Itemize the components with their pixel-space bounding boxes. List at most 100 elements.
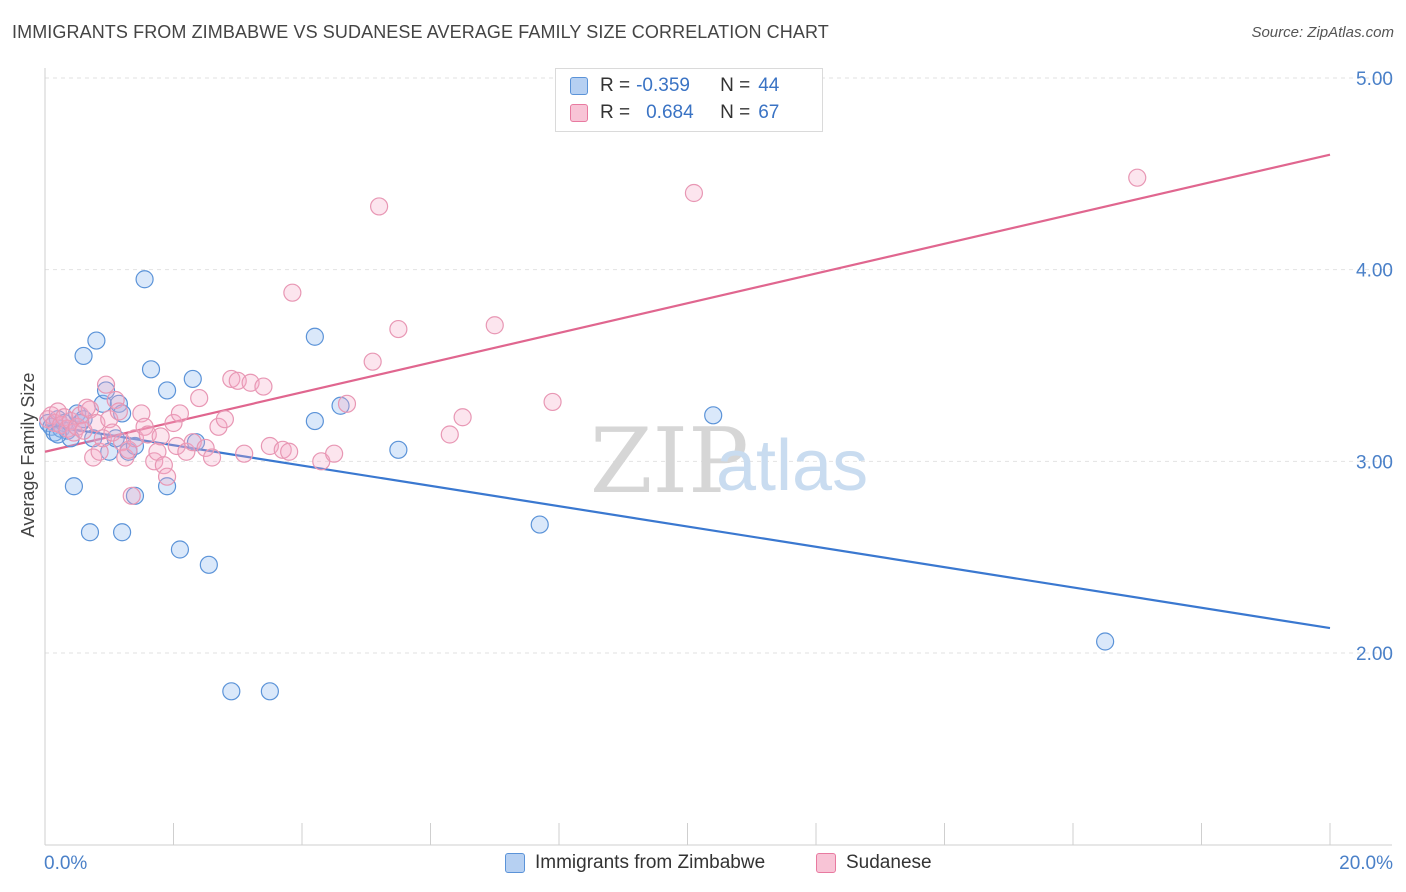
point-sudanese xyxy=(283,283,302,302)
point-zimbabwe xyxy=(260,682,279,701)
watermark-atlas: atlas xyxy=(716,426,868,506)
y-axis-label: Average Family Size xyxy=(18,373,38,538)
point-sudanese xyxy=(103,423,122,442)
point-sudanese xyxy=(93,429,112,448)
point-zimbabwe xyxy=(1096,632,1115,651)
point-zimbabwe xyxy=(157,477,177,496)
gridlines xyxy=(45,77,1392,654)
y-tick-label: 2.00 xyxy=(1356,644,1393,665)
point-sudanese xyxy=(154,456,173,475)
point-sudanese xyxy=(389,319,408,339)
point-zimbabwe xyxy=(199,555,218,574)
point-sudanese xyxy=(684,183,704,203)
point-sudanese xyxy=(440,425,459,444)
point-sudanese xyxy=(170,404,190,423)
point-zimbabwe xyxy=(96,381,116,400)
y-tick-labels: 2.00 3.00 4.00 5.00 xyxy=(1356,69,1393,665)
point-sudanese xyxy=(273,440,292,459)
point-sudanese xyxy=(363,352,382,371)
data-points xyxy=(39,168,1147,701)
legend-r-value-sudanese: 0.684 xyxy=(646,102,694,123)
legend-row-sudanese: R = 0.684 N = 67 xyxy=(570,100,779,126)
point-sudanese xyxy=(543,392,562,412)
legend-n-label: N = xyxy=(720,75,751,96)
legend-swatch-zimbabwe xyxy=(570,77,588,95)
point-sudanese xyxy=(337,394,357,413)
bottom-legend-swatch-sudanese xyxy=(816,853,836,873)
y-tick-label: 4.00 xyxy=(1356,261,1393,282)
legend-r-label: R = xyxy=(600,75,631,96)
point-sudanese xyxy=(157,467,177,486)
point-zimbabwe xyxy=(183,369,202,389)
point-zimbabwe xyxy=(135,270,154,289)
legend-row-zimbabwe: R = -0.359 N = 44 xyxy=(570,73,779,99)
point-zimbabwe xyxy=(389,440,408,459)
point-sudanese xyxy=(222,369,241,389)
legend-r-label: R = xyxy=(600,102,631,123)
point-sudanese xyxy=(164,413,183,433)
point-sudanese xyxy=(1128,168,1147,187)
point-zimbabwe xyxy=(141,360,161,379)
point-sudanese xyxy=(235,444,254,463)
point-zimbabwe xyxy=(48,425,67,444)
point-sudanese xyxy=(96,375,116,394)
y-tick-label: 5.00 xyxy=(1356,69,1393,90)
point-sudanese xyxy=(122,486,141,505)
point-zimbabwe xyxy=(87,331,106,350)
point-sudanese xyxy=(254,377,273,396)
point-sudanese xyxy=(145,452,164,471)
point-zimbabwe xyxy=(704,406,723,425)
legend-swatch-sudanese xyxy=(570,104,588,122)
point-sudanese xyxy=(109,402,128,421)
bottom-legend-label-sudanese: Sudanese xyxy=(846,852,932,873)
legend-r-value-zimbabwe: -0.359 xyxy=(636,75,690,96)
trend-line-sudanese xyxy=(44,153,1331,453)
point-sudanese xyxy=(100,410,119,429)
watermark-zip: ZIP xyxy=(590,409,749,514)
point-sudanese xyxy=(151,427,170,446)
point-zimbabwe xyxy=(64,477,84,496)
source-label: Source: ZipAtlas.com xyxy=(1251,24,1394,41)
point-zimbabwe xyxy=(80,523,100,542)
y-tick-label: 3.00 xyxy=(1356,452,1393,473)
point-sudanese xyxy=(132,404,151,423)
chart-title: IMMIGRANTS FROM ZIMBABWE VS SUDANESE AVE… xyxy=(12,22,829,42)
point-sudanese xyxy=(190,388,209,408)
point-zimbabwe xyxy=(112,523,132,542)
bottom-legend-sudanese: Sudanese xyxy=(816,852,932,874)
trend-line-zimbabwe xyxy=(44,423,1331,630)
point-sudanese xyxy=(77,398,96,417)
point-sudanese xyxy=(325,444,344,463)
point-sudanese xyxy=(280,442,299,461)
point-sudanese xyxy=(370,197,389,216)
bottom-legend-zimbabwe: Immigrants from Zimbabwe xyxy=(505,852,765,874)
point-sudanese xyxy=(119,440,138,459)
trend-lines xyxy=(44,153,1331,630)
point-sudanese xyxy=(202,448,222,467)
point-zimbabwe xyxy=(74,346,93,366)
point-sudanese xyxy=(106,390,125,410)
point-zimbabwe xyxy=(331,396,350,415)
point-zimbabwe xyxy=(170,540,190,559)
point-sudanese xyxy=(90,442,109,461)
legend: R = -0.359 N = 44 R = 0.684 N = 67 xyxy=(555,68,823,132)
point-zimbabwe xyxy=(305,327,324,346)
axes xyxy=(44,68,1392,846)
bottom-legend-swatch-zimbabwe xyxy=(505,853,525,873)
point-zimbabwe xyxy=(157,381,177,400)
legend-n-label: N = xyxy=(720,102,751,123)
point-zimbabwe xyxy=(222,682,241,701)
point-sudanese xyxy=(215,410,234,429)
point-sudanese xyxy=(453,408,472,427)
x-tick-label: 20.0% xyxy=(1339,853,1393,874)
legend-n-value-zimbabwe: 44 xyxy=(758,75,780,96)
x-tick-label: 0.0% xyxy=(44,853,87,874)
x-tick-labels: 0.0% 20.0% xyxy=(44,853,1393,874)
bottom-legend-label-zimbabwe: Immigrants from Zimbabwe xyxy=(535,852,766,873)
point-sudanese xyxy=(485,316,504,335)
point-zimbabwe xyxy=(305,411,324,431)
point-zimbabwe xyxy=(530,515,549,534)
point-sudanese xyxy=(177,442,196,461)
point-sudanese xyxy=(196,438,215,458)
